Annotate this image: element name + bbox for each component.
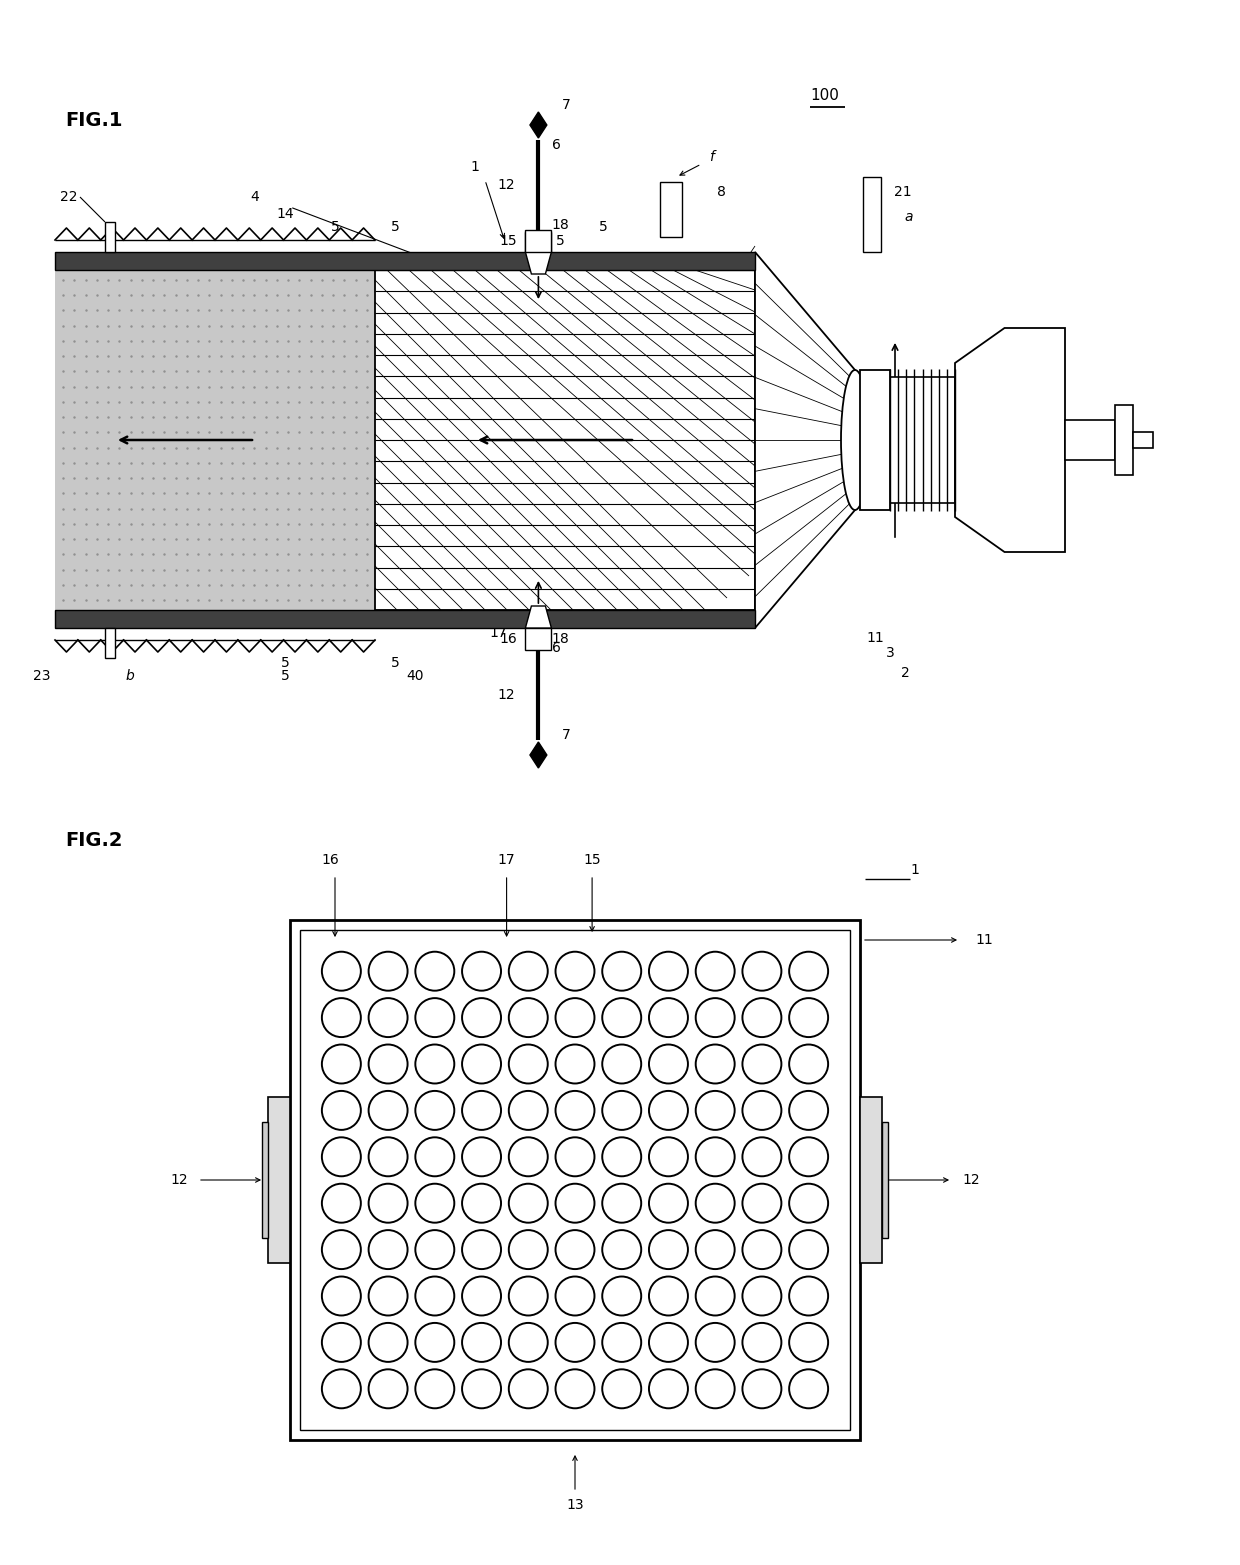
Text: 4: 4 (250, 189, 259, 203)
Ellipse shape (841, 369, 869, 510)
Text: 12: 12 (497, 178, 515, 192)
Bar (268, 1097, 290, 1263)
Text: 11: 11 (975, 933, 993, 947)
Text: 18: 18 (552, 218, 569, 232)
Bar (300, 930, 849, 1430)
Text: 100: 100 (810, 88, 839, 102)
Text: 17: 17 (490, 626, 507, 640)
Bar (526, 628, 552, 649)
Text: 1: 1 (470, 160, 480, 174)
Text: 7: 7 (562, 99, 570, 113)
Text: 8: 8 (717, 185, 725, 199)
Text: 12: 12 (497, 689, 515, 703)
Bar (861, 1097, 882, 1263)
Bar (262, 1122, 268, 1238)
Text: 5: 5 (280, 668, 289, 682)
Text: 5: 5 (280, 656, 289, 670)
Bar (55, 610, 755, 628)
Text: 2: 2 (900, 667, 909, 681)
Bar (890, 377, 955, 502)
Bar (526, 230, 552, 252)
Polygon shape (955, 329, 1065, 552)
Bar (882, 1122, 888, 1238)
Text: FIG.1: FIG.1 (64, 111, 123, 130)
Polygon shape (755, 252, 856, 628)
Polygon shape (526, 606, 552, 628)
Polygon shape (529, 113, 547, 138)
Text: 16: 16 (500, 632, 517, 646)
Text: 12: 12 (962, 1174, 980, 1186)
Bar (1133, 432, 1153, 448)
Bar (526, 232, 552, 252)
Bar (374, 271, 755, 610)
Text: 18: 18 (552, 632, 569, 646)
Bar (863, 177, 880, 252)
Bar (1065, 419, 1115, 460)
Bar (290, 920, 861, 1440)
Bar (861, 369, 890, 510)
Text: 3: 3 (885, 646, 894, 660)
Text: 1: 1 (910, 862, 919, 876)
Text: 11: 11 (866, 631, 884, 645)
Text: 5: 5 (391, 656, 399, 670)
Text: 15: 15 (583, 853, 601, 867)
Bar (661, 182, 682, 236)
Text: 17: 17 (497, 853, 516, 867)
Bar (105, 222, 115, 252)
Text: f: f (709, 150, 714, 164)
Text: 7: 7 (562, 728, 570, 742)
Text: 14: 14 (277, 207, 294, 221)
Text: 13: 13 (567, 1498, 584, 1512)
Text: 22: 22 (60, 189, 77, 203)
Text: 15: 15 (500, 235, 517, 247)
Bar (105, 628, 115, 657)
Text: 5: 5 (391, 221, 399, 235)
Text: a: a (905, 210, 913, 224)
Bar (55, 271, 374, 610)
Text: 23: 23 (32, 668, 50, 682)
Text: 5: 5 (599, 221, 608, 235)
Bar (55, 252, 755, 271)
Polygon shape (526, 252, 552, 274)
Text: 21: 21 (894, 185, 911, 199)
Text: 16: 16 (321, 853, 339, 867)
Text: 13: 13 (911, 468, 929, 482)
Text: 6: 6 (552, 642, 560, 656)
Text: 6: 6 (552, 138, 560, 152)
Bar (1115, 405, 1133, 476)
Text: 5: 5 (331, 221, 340, 235)
Polygon shape (529, 742, 547, 768)
Text: FIG.2: FIG.2 (64, 831, 123, 850)
Text: 12: 12 (170, 1174, 188, 1186)
Text: 40: 40 (407, 668, 424, 682)
Text: 5: 5 (556, 235, 564, 247)
Text: b: b (125, 668, 134, 682)
